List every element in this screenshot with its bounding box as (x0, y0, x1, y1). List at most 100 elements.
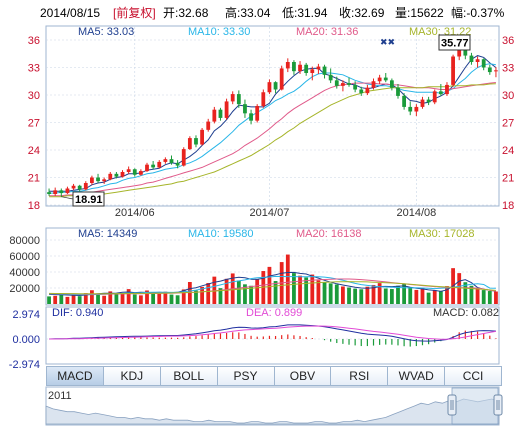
candle-body (108, 173, 113, 180)
candle-body (114, 173, 119, 177)
volume-bar (236, 280, 241, 304)
navigator-window[interactable] (451, 387, 499, 425)
volume-ma30-line (49, 281, 496, 295)
candle-body (212, 109, 217, 122)
volume-bar (126, 289, 131, 304)
price-panel (45, 25, 500, 207)
volume-bar (83, 293, 88, 304)
candle-body (126, 169, 131, 172)
price-tick-label-right: 30 (502, 90, 514, 102)
header-adjust-link[interactable]: [前复权] (113, 5, 156, 20)
volume-bar (59, 294, 64, 304)
volume-bar (426, 292, 431, 304)
candle-body (163, 159, 168, 162)
volume-bar (102, 295, 107, 304)
price-legend-entry: MA10: 33.30 (188, 26, 250, 38)
candle-body (371, 81, 376, 88)
volume-legend-entry: MA30: 17028 (409, 228, 474, 240)
price-x-tick-label: 2014/06 (115, 207, 155, 219)
macd-y-ticks: 2.974 0.000 -2.974 (9, 309, 40, 371)
candle-body (261, 92, 266, 106)
volume-bar (377, 283, 382, 304)
volume-bar (194, 290, 198, 304)
candle-body (206, 121, 211, 130)
tab-obv[interactable]: OBV (274, 366, 332, 386)
volume-bar (169, 294, 174, 304)
candle-body (494, 70, 498, 72)
volume-bar (359, 289, 364, 304)
price-tick-label-right: 33 (502, 63, 514, 75)
volume-bar (432, 290, 437, 304)
candle-body (334, 80, 339, 86)
price-ma10-line (49, 63, 496, 194)
price-tick-label-right: 24 (502, 145, 514, 157)
volume-bar (322, 282, 327, 304)
volume-bar (383, 288, 388, 304)
volume-bar (151, 292, 156, 304)
candle-body (377, 77, 382, 82)
volume-bar (96, 294, 100, 304)
candle-body (224, 101, 229, 118)
volume-bar (463, 282, 468, 304)
volume-bar (243, 284, 247, 304)
macd-dif-line (49, 324, 496, 342)
max-price-callout: 35.77 (438, 34, 471, 51)
candle-body (71, 185, 76, 189)
volume-bar (292, 273, 296, 304)
candle-body (328, 74, 333, 81)
volume-tick-label: 20000 (9, 283, 40, 295)
volume-ma5-line (49, 271, 496, 297)
price-tick-label: 36 (28, 35, 40, 47)
volume-bar (408, 287, 413, 304)
candle-body (145, 164, 149, 172)
compare-icon[interactable]: ✖✖ (380, 37, 395, 47)
candle-body (408, 106, 413, 112)
volume-bar (310, 274, 315, 304)
candle-body (249, 113, 253, 121)
candle-body (402, 95, 407, 107)
candle-body (175, 162, 180, 166)
candle-body (279, 68, 284, 90)
tab-rsi[interactable]: RSI (331, 366, 389, 386)
min-price-label: 18.91 (75, 194, 103, 206)
tab-macd[interactable]: MACD (46, 366, 104, 386)
price-x-tick-label: 2014/07 (250, 207, 290, 219)
price-tick-label: 27 (28, 118, 40, 130)
header-change: 幅:-0.37% (451, 5, 505, 20)
macd-legend-entry: MACD: 0.082 (433, 307, 499, 319)
tab-kdj[interactable]: KDJ (103, 366, 161, 386)
price-gridlines (46, 27, 499, 206)
volume-bar (108, 291, 113, 304)
candle-body (187, 138, 192, 150)
navigator-right-handle[interactable] (493, 394, 503, 416)
macd-lines (49, 324, 496, 342)
tab-cci[interactable]: CCI (445, 366, 502, 386)
volume-tick-label: 60000 (9, 251, 40, 263)
candle-body (365, 87, 370, 94)
candle-body (298, 64, 302, 72)
navigator-left-handle[interactable] (447, 394, 457, 416)
tab-wvad[interactable]: WVAD (388, 366, 446, 386)
candle-body (236, 94, 241, 105)
candle-body (83, 183, 88, 190)
volume-bar (181, 289, 186, 304)
price-tick-label-right: 36 (502, 35, 514, 47)
candle-body (347, 83, 351, 85)
price-x-tick-label: 2014/08 (396, 207, 436, 219)
candle-body (285, 62, 290, 69)
volume-bar (420, 288, 425, 304)
price-tick-label-right: 27 (502, 118, 514, 130)
volume-bar (77, 296, 82, 304)
header-high: 高:33.04 (225, 5, 271, 20)
macd-tick-label: 2.974 (12, 309, 40, 321)
max-price-box (438, 34, 471, 51)
volume-legend-entry: MA10: 19580 (188, 228, 253, 240)
candle-body (59, 190, 64, 194)
candle-body (451, 56, 455, 85)
tab-psy[interactable]: PSY (217, 366, 275, 386)
volume-bar (341, 286, 345, 304)
volume-bar (267, 266, 272, 304)
macd-tick-label: -2.974 (9, 359, 40, 371)
volume-bar (53, 295, 58, 304)
tab-boll[interactable]: BOLL (160, 366, 218, 386)
